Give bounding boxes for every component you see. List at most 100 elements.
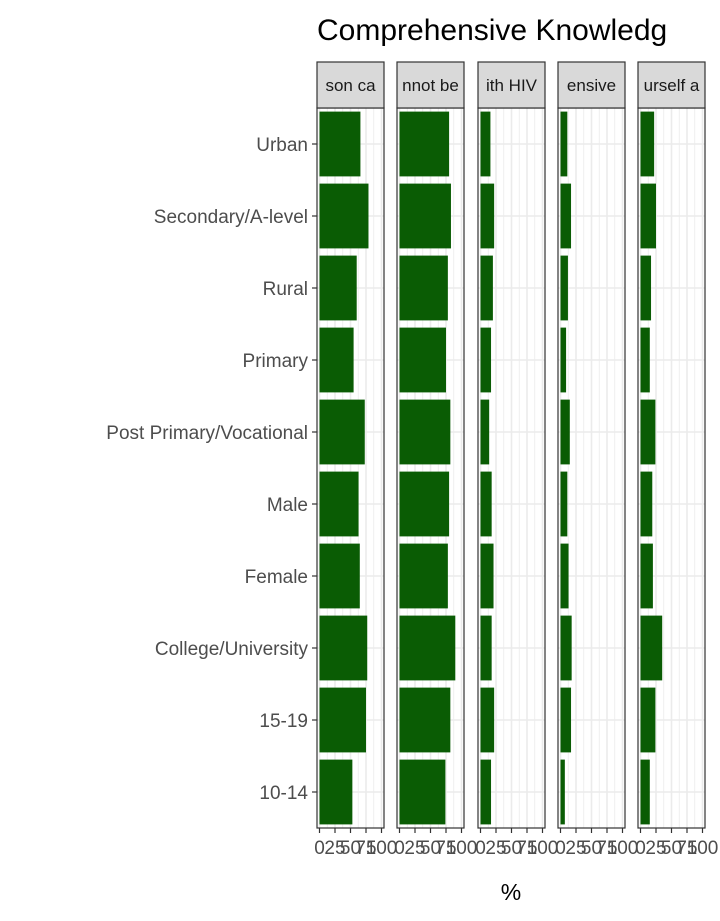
x-tick-label: 50 bbox=[420, 838, 441, 859]
x-tick-label: 25 bbox=[324, 838, 345, 859]
category-label-9: 15-19 bbox=[259, 711, 308, 732]
facet-strip bbox=[316, 61, 385, 109]
bar-4-9 bbox=[560, 687, 572, 753]
bar-5-3 bbox=[640, 255, 652, 321]
bar-1-9 bbox=[319, 687, 366, 753]
facet-strip bbox=[477, 61, 546, 109]
x-tick-label: 50 bbox=[501, 838, 522, 859]
bar-1-3 bbox=[319, 255, 357, 321]
x-tick-label: 100 bbox=[446, 838, 478, 859]
bar-1-6 bbox=[319, 471, 359, 537]
bar-2-10 bbox=[399, 759, 446, 825]
x-tick-label: 25 bbox=[404, 838, 425, 859]
bar-2-8 bbox=[399, 615, 456, 681]
category-label-2: Secondary/A-level bbox=[154, 207, 308, 228]
category-label-7: Female bbox=[245, 567, 308, 588]
category-label-4: Primary bbox=[243, 351, 309, 372]
facet-strip bbox=[637, 61, 706, 109]
bar-1-5 bbox=[319, 399, 365, 465]
bar-3-4 bbox=[480, 327, 492, 393]
bar-1-2 bbox=[319, 183, 369, 249]
x-tick-label: 0 bbox=[314, 838, 325, 859]
bar-1-1 bbox=[319, 111, 361, 177]
x-tick-label: 0 bbox=[555, 838, 566, 859]
x-tick-label: 75 bbox=[596, 838, 617, 859]
bar-4-7 bbox=[560, 543, 569, 609]
bar-1-4 bbox=[319, 327, 354, 393]
x-tick-label: 50 bbox=[661, 838, 682, 859]
bar-4-4 bbox=[560, 327, 567, 393]
bar-5-5 bbox=[640, 399, 656, 465]
bar-3-6 bbox=[480, 471, 492, 537]
bar-3-3 bbox=[480, 255, 493, 321]
category-label-6: Male bbox=[267, 495, 308, 516]
category-label-1: Urban bbox=[256, 135, 308, 156]
bar-4-2 bbox=[560, 183, 572, 249]
bar-5-7 bbox=[640, 543, 653, 609]
bar-3-7 bbox=[480, 543, 494, 609]
bar-3-8 bbox=[480, 615, 492, 681]
x-tick-label: 100 bbox=[527, 838, 559, 859]
x-tick-label: 0 bbox=[635, 838, 646, 859]
bar-3-5 bbox=[480, 399, 490, 465]
category-label-10: 10-14 bbox=[259, 783, 308, 804]
facet-strip-label: ensive bbox=[567, 76, 616, 95]
bar-2-7 bbox=[399, 543, 448, 609]
x-tick-label: 75 bbox=[516, 838, 537, 859]
bar-3-9 bbox=[480, 687, 495, 753]
bar-1-8 bbox=[319, 615, 368, 681]
x-axis-title: % bbox=[501, 879, 521, 905]
bar-2-4 bbox=[399, 327, 446, 393]
facet-strip-label: urself a bbox=[644, 76, 700, 95]
bar-3-10 bbox=[480, 759, 492, 825]
bar-4-10 bbox=[560, 759, 565, 825]
bar-5-9 bbox=[640, 687, 656, 753]
bar-1-10 bbox=[319, 759, 353, 825]
bar-5-2 bbox=[640, 183, 656, 249]
bar-1-7 bbox=[319, 543, 360, 609]
bar-4-3 bbox=[560, 255, 568, 321]
facet-strip-label: ith HIV bbox=[486, 76, 538, 95]
x-tick-label: 25 bbox=[485, 838, 506, 859]
x-tick-label: 50 bbox=[340, 838, 361, 859]
x-tick-label: 50 bbox=[581, 838, 602, 859]
bar-2-3 bbox=[399, 255, 448, 321]
facet-strip-label: nnot be bbox=[402, 76, 459, 95]
x-tick-label: 100 bbox=[687, 838, 719, 859]
bar-2-6 bbox=[399, 471, 450, 537]
bar-5-8 bbox=[640, 615, 663, 681]
x-tick-label: 75 bbox=[435, 838, 456, 859]
x-tick-label: 75 bbox=[676, 838, 697, 859]
bar-2-5 bbox=[399, 399, 451, 465]
category-label-3: Rural bbox=[263, 279, 308, 300]
category-label-8: College/University bbox=[155, 639, 309, 660]
facet-strip bbox=[396, 61, 465, 109]
x-tick-label: 100 bbox=[366, 838, 398, 859]
bar-4-1 bbox=[560, 111, 568, 177]
facet-strip bbox=[557, 61, 626, 109]
x-tick-label: 0 bbox=[475, 838, 486, 859]
bar-3-1 bbox=[480, 111, 491, 177]
bar-2-9 bbox=[399, 687, 451, 753]
x-tick-label: 25 bbox=[645, 838, 666, 859]
bar-3-2 bbox=[480, 183, 495, 249]
bar-5-1 bbox=[640, 111, 655, 177]
bar-5-10 bbox=[640, 759, 650, 825]
bar-4-6 bbox=[560, 471, 568, 537]
x-tick-label: 75 bbox=[355, 838, 376, 859]
bar-5-6 bbox=[640, 471, 653, 537]
facet-strip-label: son ca bbox=[325, 76, 376, 95]
x-tick-label: 100 bbox=[607, 838, 639, 859]
bar-4-8 bbox=[560, 615, 572, 681]
bar-2-2 bbox=[399, 183, 451, 249]
bar-4-5 bbox=[560, 399, 570, 465]
chart-title: Comprehensive Knowledg bbox=[317, 14, 667, 47]
category-label-5: Post Primary/Vocational bbox=[106, 423, 308, 444]
